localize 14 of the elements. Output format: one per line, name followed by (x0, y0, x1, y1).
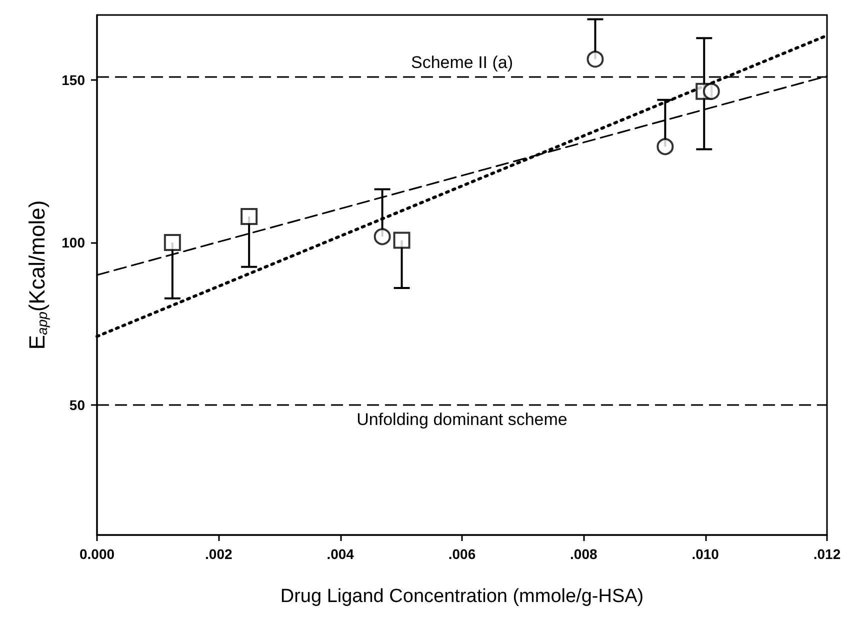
ref-line-label: Scheme II (a) (410, 52, 514, 72)
x-tick-label: .008 (570, 546, 598, 562)
ref-line-label: Unfolding dominant scheme (356, 410, 568, 429)
x-axis-title: Drug Ligand Concentration (mmole/g-HSA) (280, 586, 644, 607)
y-tick-label: 100 (62, 234, 86, 250)
y-tick-label: 50 (69, 397, 86, 413)
x-tick-label: 0.000 (79, 546, 115, 562)
y-tick-label: 150 (62, 72, 86, 88)
x-tick-label: .002 (205, 546, 233, 562)
x-tick-label: .004 (326, 546, 354, 562)
x-tick-label: .006 (448, 546, 476, 562)
y-axis-title: Eapp(Kcal/mole) (24, 200, 50, 350)
x-tick-label: .010 (692, 546, 720, 562)
x-tick-label: .012 (813, 546, 841, 562)
